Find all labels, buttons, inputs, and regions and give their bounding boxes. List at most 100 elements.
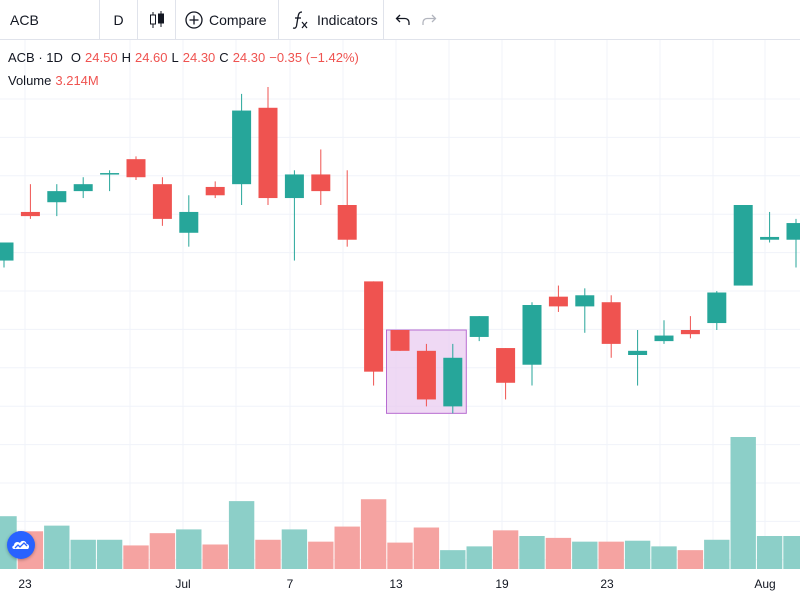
- candle: [284, 170, 304, 261]
- open-value: 24.50: [85, 50, 118, 65]
- x-tick-label: 13: [389, 577, 403, 591]
- volume-bar: [96, 539, 123, 569]
- x-axis: 23 Jul 7 13 19 23 Aug: [18, 577, 775, 591]
- candle: [469, 316, 489, 342]
- candle-body: [786, 223, 800, 240]
- candle: [152, 177, 172, 226]
- candle: [575, 288, 595, 333]
- candle: [707, 291, 727, 330]
- volume-bar: [492, 530, 519, 569]
- undo-icon[interactable]: [395, 13, 411, 27]
- candle: [100, 170, 120, 192]
- candle-body: [548, 296, 568, 307]
- x-tick-label: Aug: [754, 577, 775, 591]
- candle-body: [707, 292, 727, 324]
- indicators-button[interactable]: Indicators: [279, 0, 384, 40]
- volume-bar: [756, 536, 783, 569]
- cloud-logo-icon: [12, 540, 30, 549]
- candle-body: [522, 305, 542, 365]
- candle-body: [47, 191, 67, 203]
- symbol-title: ACB · 1D: [8, 50, 63, 65]
- candle: [126, 156, 146, 180]
- candle: [47, 184, 67, 217]
- interval-label: D: [113, 11, 124, 28]
- close-value: 24.30: [232, 50, 266, 65]
- candle-body: [20, 211, 40, 217]
- volume-bar: [281, 529, 308, 569]
- ohlc-row: ACB · 1D O 24.50 H 24.60 L 24.30 C 24.30 −0.…: [8, 50, 359, 66]
- candle-body: [443, 357, 463, 407]
- candle-body: [126, 159, 146, 178]
- candle-body: [364, 281, 384, 372]
- volume-bar: [572, 541, 598, 569]
- symbol-text: ACB: [10, 11, 39, 28]
- candle-body: [390, 330, 410, 351]
- candle: [179, 195, 199, 247]
- candle-body: [654, 335, 674, 342]
- close-label: C: [219, 50, 229, 65]
- x-tick-label: Jul: [175, 577, 190, 591]
- volume-bar: [202, 544, 228, 569]
- candle-body: [258, 107, 278, 199]
- volume-bar: [440, 550, 466, 569]
- change-value: −0.35 (−1.42%): [269, 50, 359, 65]
- chart-type-button[interactable]: [138, 0, 176, 40]
- volume-bar: [44, 525, 70, 569]
- volume-label: Volume: [8, 73, 52, 88]
- candle-body: [205, 186, 225, 196]
- candle-body: [73, 184, 93, 192]
- function-icon: [292, 10, 308, 29]
- low-value: 24.30: [182, 50, 216, 65]
- volume-bar: [466, 546, 492, 569]
- volume-bar: [387, 542, 413, 569]
- candle-body: [469, 316, 489, 337]
- price-chart[interactable]: 23 Jul 7 13 19 23 Aug: [0, 40, 800, 600]
- volume-bar: [255, 539, 281, 569]
- x-tick-label: 23: [600, 577, 614, 591]
- chart-toolbar: ACB D Compare Indicators: [0, 0, 800, 40]
- volume-bar: [730, 437, 756, 569]
- candle-body: [575, 295, 595, 307]
- volume-bar: [624, 540, 651, 569]
- volume-value: 3.214M: [55, 73, 99, 88]
- candle: [311, 149, 331, 205]
- candle-body: [416, 350, 436, 400]
- volume-bar: [783, 536, 800, 569]
- candle-body: [232, 110, 252, 185]
- logo-badge[interactable]: [7, 531, 35, 559]
- redo-icon[interactable]: [421, 13, 437, 27]
- volume-bar: [651, 546, 677, 569]
- volume-bar: [334, 526, 360, 569]
- candles: [0, 86, 800, 414]
- chart-grid: [0, 40, 800, 569]
- plus-circle-icon: [185, 10, 203, 29]
- candle-body: [284, 174, 304, 199]
- volume-bars: [0, 437, 800, 569]
- candle-body: [100, 173, 120, 175]
- low-label: L: [171, 50, 179, 65]
- candle: [364, 281, 384, 386]
- x-tick-label: 19: [495, 577, 509, 591]
- symbol-search[interactable]: ACB: [0, 0, 100, 40]
- volume-bar: [598, 541, 624, 569]
- candle: [733, 205, 753, 286]
- interval-button[interactable]: D: [100, 0, 138, 40]
- undo-redo-group: [384, 0, 448, 40]
- volume-bar: [123, 545, 149, 569]
- candle-body: [760, 236, 780, 240]
- volume-bar: [545, 537, 572, 569]
- candle-body: [179, 211, 199, 233]
- candle: [73, 177, 93, 199]
- candle: [390, 330, 410, 351]
- candle: [654, 320, 674, 344]
- candle: [416, 343, 436, 407]
- compare-button[interactable]: Compare: [176, 0, 279, 40]
- candle-body: [337, 205, 357, 240]
- candle-body: [311, 174, 331, 192]
- candle: [522, 302, 542, 386]
- volume-bar: [413, 527, 440, 569]
- volume-bar: [360, 499, 387, 569]
- candles-icon: [149, 10, 164, 28]
- candle: [760, 211, 780, 243]
- volume-bar: [70, 539, 96, 569]
